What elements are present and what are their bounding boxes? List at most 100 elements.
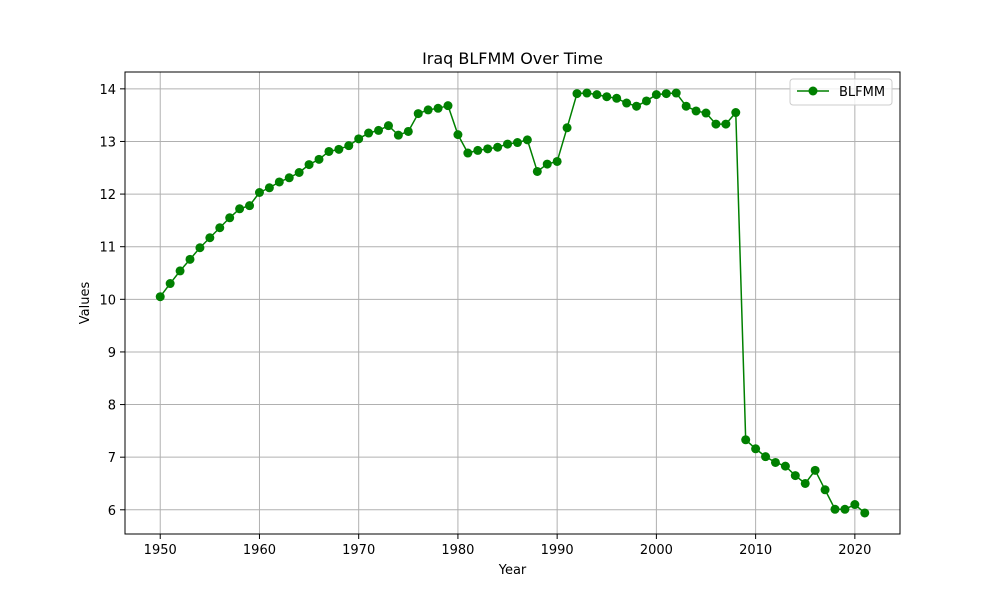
legend-label: BLFMM xyxy=(839,85,885,100)
data-point xyxy=(612,93,622,103)
data-point xyxy=(175,266,185,276)
data-point xyxy=(165,279,175,289)
x-tick-label: 1960 xyxy=(243,543,276,558)
data-point xyxy=(522,135,532,145)
data-point xyxy=(711,119,721,129)
data-point xyxy=(493,142,503,152)
legend-box xyxy=(789,78,893,106)
data-point xyxy=(433,103,443,113)
data-point xyxy=(761,452,771,462)
data-point xyxy=(810,465,820,475)
y-axis-label: Values xyxy=(78,282,93,325)
data-point xyxy=(572,89,582,99)
data-point xyxy=(622,98,632,108)
data-point xyxy=(215,223,225,233)
data-point xyxy=(245,201,255,211)
x-tick-label: 2020 xyxy=(838,543,871,558)
chart-title: Iraq BLFMM Over Time xyxy=(422,49,603,68)
series-layer xyxy=(155,88,870,518)
data-point xyxy=(334,144,344,154)
data-point xyxy=(314,154,324,164)
data-point xyxy=(324,146,334,156)
data-point xyxy=(651,90,661,100)
data-point xyxy=(284,173,294,183)
data-point xyxy=(850,500,860,510)
data-point xyxy=(552,156,562,166)
y-tick-label: 11 xyxy=(99,241,116,256)
data-point xyxy=(294,168,304,177)
data-point xyxy=(751,444,761,454)
data-point xyxy=(830,504,840,514)
data-point xyxy=(185,254,195,264)
data-point xyxy=(264,183,274,193)
data-point xyxy=(721,119,731,129)
data-point xyxy=(532,166,542,176)
data-point xyxy=(274,177,284,187)
data-point xyxy=(235,204,245,214)
data-point xyxy=(413,109,423,119)
data-point xyxy=(780,461,790,471)
x-axis-label: Year xyxy=(498,563,527,578)
data-point xyxy=(354,134,364,144)
data-point xyxy=(423,105,433,115)
axis-ticks: 1950 1960 1970 1980 1990 2000 2010 2020 6 7 8 9 10 11… xyxy=(99,83,871,558)
data-point xyxy=(592,90,602,100)
data-point xyxy=(840,504,850,514)
data-point xyxy=(770,457,780,467)
x-tick-label: 2000 xyxy=(640,543,673,558)
x-tick-label: 1980 xyxy=(441,543,474,558)
y-tick-label: 9 xyxy=(108,346,116,361)
data-point xyxy=(453,130,463,140)
data-point xyxy=(602,92,612,102)
x-tick-label: 1970 xyxy=(342,543,375,558)
data-point xyxy=(473,145,483,155)
gridlines xyxy=(125,72,900,534)
data-point xyxy=(195,243,205,253)
data-point xyxy=(225,213,235,223)
data-point xyxy=(741,435,751,445)
legend: BLFMM xyxy=(789,78,893,106)
data-point xyxy=(641,96,651,106)
x-tick-label: 1990 xyxy=(541,543,574,558)
y-tick-label: 12 xyxy=(99,188,116,203)
data-point xyxy=(701,108,711,118)
data-point xyxy=(403,126,413,136)
data-point xyxy=(383,121,393,131)
data-point xyxy=(800,478,810,488)
data-point xyxy=(661,89,671,99)
data-point xyxy=(374,125,384,135)
data-point xyxy=(483,144,493,154)
data-point xyxy=(632,101,642,111)
y-tick-label: 13 xyxy=(99,135,116,150)
data-point xyxy=(582,88,592,98)
y-tick-label: 6 xyxy=(108,504,116,519)
legend-marker xyxy=(808,86,818,96)
data-point xyxy=(820,485,830,495)
data-point xyxy=(562,123,572,133)
data-point xyxy=(463,148,473,158)
data-point xyxy=(691,106,701,116)
data-point xyxy=(443,101,453,111)
data-point xyxy=(542,159,552,169)
y-tick-label: 10 xyxy=(99,293,116,308)
data-point xyxy=(393,130,403,140)
plot-frame xyxy=(124,71,901,535)
y-tick-label: 14 xyxy=(99,83,116,98)
data-point xyxy=(671,88,681,98)
data-point xyxy=(860,508,870,518)
data-point xyxy=(344,141,354,151)
data-point xyxy=(512,138,522,148)
data-point xyxy=(790,471,800,481)
data-point xyxy=(304,160,314,170)
x-tick-label: 1950 xyxy=(144,543,177,558)
data-point xyxy=(731,108,741,118)
y-tick-label: 8 xyxy=(108,399,116,414)
data-point xyxy=(681,101,691,111)
data-point xyxy=(503,139,513,149)
data-point xyxy=(364,128,374,138)
y-tick-label: 7 xyxy=(108,451,116,466)
data-point xyxy=(254,188,264,197)
data-point xyxy=(155,292,165,302)
data-point xyxy=(205,233,215,243)
